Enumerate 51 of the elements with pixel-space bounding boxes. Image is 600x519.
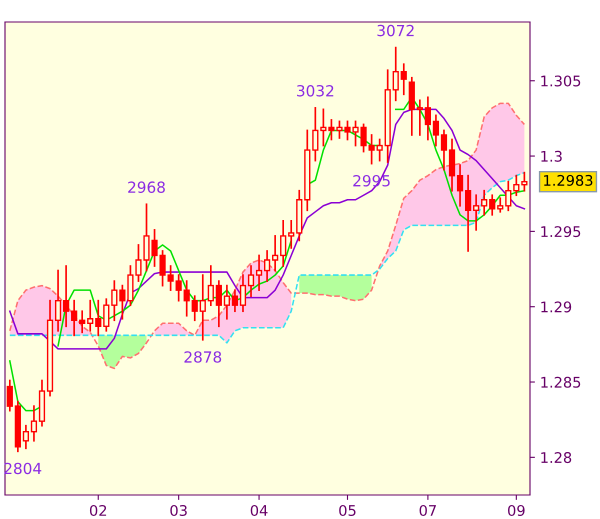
candlestick — [256, 254, 262, 291]
candlestick — [248, 265, 254, 297]
x-tick-label: 07 — [420, 504, 436, 516]
candlestick — [440, 130, 448, 170]
candlestick — [328, 119, 335, 140]
candlestick — [216, 280, 222, 328]
candlestick — [232, 289, 238, 312]
x-tick-label: 02 — [90, 504, 106, 516]
candlestick — [368, 134, 375, 164]
candlestick — [240, 274, 246, 312]
candlestick — [151, 229, 158, 267]
candlestick — [119, 284, 126, 320]
candlestick — [464, 174, 472, 252]
candlestick — [521, 172, 528, 192]
candlestick — [159, 250, 166, 286]
y-tick-label: 1.29 — [541, 301, 572, 312]
x-tick-label: 09 — [508, 504, 525, 516]
annotation: 3072 — [377, 24, 414, 36]
annotation: 2878 — [184, 351, 222, 363]
candlestick — [62, 265, 70, 328]
annotation: 2968 — [128, 181, 165, 193]
y-tick-label: 1.295 — [541, 226, 580, 238]
text: 1.2983 — [544, 174, 592, 186]
candlestick — [30, 405, 38, 442]
candlestick — [71, 300, 78, 336]
candlestick — [320, 108, 326, 146]
candlestick — [272, 235, 278, 272]
y-tick-label: 1.3 — [541, 150, 562, 162]
candlestick — [6, 380, 13, 412]
line-series — [9, 172, 526, 344]
y-tick-label: 1.28 — [541, 452, 572, 464]
candlestick — [352, 120, 359, 146]
y-tick-label: 1.285 — [541, 376, 580, 388]
candlestick — [22, 424, 30, 450]
candlestick — [264, 250, 270, 282]
x-tick-label: 05 — [339, 504, 356, 516]
candlestick — [473, 194, 480, 231]
x-tick-label: 04 — [250, 504, 268, 516]
y-tick-label: 1.305 — [541, 75, 580, 86]
candlestick — [432, 114, 440, 146]
annotation: 3032 — [297, 85, 334, 97]
candlestick — [54, 270, 62, 332]
candlestick — [336, 120, 343, 139]
candlestick — [135, 244, 142, 282]
candlestick — [360, 124, 367, 152]
candlestick — [456, 164, 464, 207]
candlestick — [168, 265, 174, 291]
x-tick-label: 03 — [170, 504, 187, 516]
candlestick — [344, 120, 351, 140]
candlestick — [424, 96, 431, 140]
candlestick — [224, 284, 230, 320]
